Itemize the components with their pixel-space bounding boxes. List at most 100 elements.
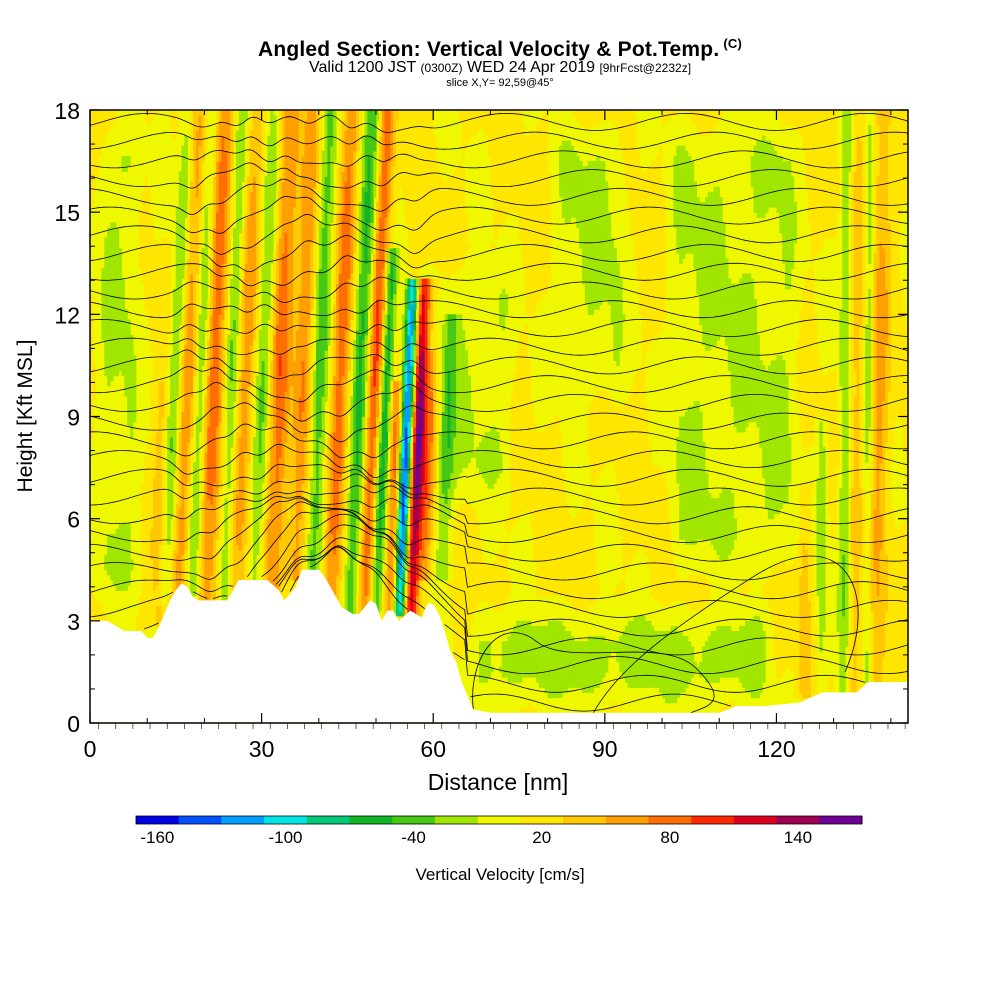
velocity-cell — [361, 539, 366, 622]
velocity-cell — [807, 268, 812, 448]
valid-utc: (0300Z) — [420, 61, 463, 75]
velocity-cell — [293, 549, 297, 581]
velocity-cell — [856, 625, 860, 724]
velocity-cell — [639, 166, 643, 315]
velocity-cell — [207, 339, 211, 377]
velocity-cell — [358, 273, 363, 336]
velocity-cell — [444, 181, 449, 280]
velocity-cell — [659, 631, 663, 693]
velocity-cell — [393, 166, 397, 229]
velocity-cell — [210, 503, 214, 576]
velocity-cell — [373, 304, 377, 356]
velocity-cell — [310, 242, 314, 310]
velocity-cell — [410, 110, 414, 280]
velocity-cell — [293, 207, 297, 361]
velocity-cell — [487, 641, 492, 678]
velocity-cell — [192, 462, 197, 596]
velocity-cell — [690, 574, 695, 612]
velocity-cell — [304, 120, 308, 438]
velocity-cell — [744, 273, 749, 428]
velocity-cell — [787, 161, 792, 290]
velocity-cell — [885, 610, 889, 704]
velocity-cell — [630, 620, 635, 688]
velocity-cell — [384, 247, 389, 264]
velocity-cell — [198, 115, 203, 147]
velocity-cell — [416, 595, 420, 622]
velocity-cell — [204, 110, 208, 152]
velocity-cell — [190, 436, 194, 469]
velocity-cell — [313, 186, 317, 244]
velocity-cell — [287, 518, 291, 581]
velocity-cell — [513, 625, 517, 683]
velocity-cell — [799, 482, 803, 576]
velocity-cell — [152, 110, 157, 116]
velocity-cell — [361, 135, 366, 188]
velocity-cell — [713, 186, 717, 346]
velocity-cell — [376, 171, 380, 203]
velocity-cell — [496, 110, 500, 234]
velocity-cell — [744, 620, 749, 693]
velocity-cell — [604, 390, 609, 464]
potential-temperature-contours — [89, 113, 909, 714]
velocity-cell — [679, 145, 683, 264]
velocity-cell — [152, 237, 157, 479]
velocity-cell — [599, 110, 603, 121]
velocity-cell — [499, 293, 503, 326]
isentrope-line — [89, 513, 909, 618]
velocity-cell — [882, 247, 886, 402]
velocity-cell — [581, 503, 586, 612]
velocity-cell — [407, 472, 411, 489]
velocity-cell — [519, 334, 523, 515]
velocity-cell — [407, 569, 411, 596]
velocity-cell — [333, 375, 337, 433]
velocity-cell — [810, 110, 815, 264]
isentrope-line — [89, 443, 909, 479]
velocity-cell — [401, 554, 406, 571]
velocity-cell — [190, 181, 194, 275]
velocity-cell — [619, 636, 623, 673]
velocity-cell — [333, 304, 337, 377]
velocity-cell — [447, 314, 451, 372]
velocity-cell — [278, 176, 283, 239]
velocity-cell — [270, 309, 274, 361]
velocity-cell — [284, 390, 288, 443]
velocity-cell — [295, 329, 300, 581]
velocity-cell — [696, 574, 700, 612]
isentrope-line — [89, 337, 909, 356]
velocity-cell — [770, 569, 775, 627]
velocity-cell — [110, 222, 114, 382]
velocity-cell — [341, 171, 346, 213]
velocity-cell — [639, 615, 643, 688]
velocity-cell — [724, 258, 729, 346]
velocity-cell — [250, 385, 254, 453]
velocity-cell — [430, 329, 434, 351]
velocity-cell — [544, 110, 549, 295]
isentrope-line — [281, 546, 866, 693]
velocity-cell — [885, 344, 889, 443]
velocity-cell — [235, 390, 240, 433]
velocity-cell — [430, 110, 434, 264]
velocity-cell — [278, 539, 283, 596]
velocity-cell — [450, 314, 454, 474]
velocity-cell — [264, 110, 268, 121]
velocity-cell — [315, 528, 320, 586]
velocity-cell — [584, 498, 589, 612]
velocity-cell — [92, 365, 97, 402]
velocity-cell — [819, 421, 823, 653]
velocity-cell — [284, 442, 288, 581]
velocity-cell — [407, 488, 411, 504]
velocity-cell — [327, 396, 331, 438]
velocity-cell — [421, 350, 426, 433]
velocity-cell — [393, 110, 397, 167]
velocity-cell — [478, 539, 483, 601]
velocity-cell — [444, 314, 449, 346]
velocity-cell — [381, 411, 386, 510]
velocity-cell — [112, 222, 117, 377]
velocity-cell — [596, 636, 600, 688]
velocity-cell — [570, 145, 574, 218]
x-tick-label: 0 — [84, 736, 97, 762]
velocity-cell — [175, 457, 180, 504]
velocity-cell — [244, 176, 248, 218]
velocity-cell — [722, 625, 726, 678]
velocity-cell — [830, 370, 835, 540]
